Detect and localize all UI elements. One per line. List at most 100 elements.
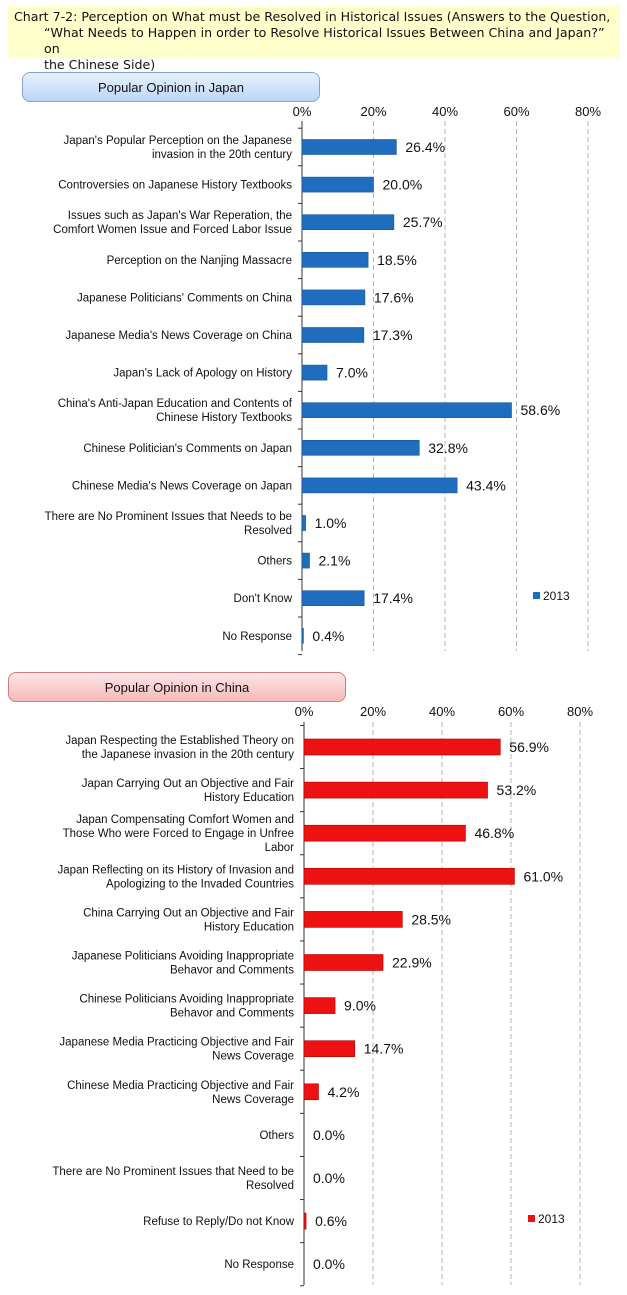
category-label: Japanese Politicians Avoiding Inappropri… [72, 951, 294, 963]
category-label: Don't Know [234, 593, 293, 605]
x-tick-label: 60% [503, 104, 529, 119]
japan-opinion-chart: 0% 20% 40% 60% 80% 26.4% Japan's Popular Perce… [45, 104, 601, 656]
value-label: 17.6% [374, 289, 414, 305]
value-label: 4.2% [327, 1084, 359, 1100]
bar [303, 954, 384, 971]
bar [303, 1040, 356, 1058]
category-label: Japan's Lack of Apology on History [113, 368, 292, 380]
bar [303, 997, 336, 1014]
value-label: 32.8% [428, 440, 468, 456]
legend-swatch [528, 1215, 535, 1222]
category-label: Controversies on Japanese History Textbo… [58, 180, 292, 192]
category-label: Chinese History Textbooks [156, 412, 292, 424]
category-label: Resolved [246, 1180, 294, 1192]
value-label: 14.7% [364, 1041, 404, 1057]
category-label: Chinese Media Practicing Objective and F… [67, 1080, 294, 1092]
bar [301, 327, 365, 343]
category-label: Japan Carrying Out an Objective and Fair [82, 778, 294, 790]
bar [301, 139, 397, 155]
x-tick-label: 20% [360, 104, 386, 119]
bar [301, 552, 310, 569]
x-tick-label: 80% [575, 104, 601, 119]
bar [303, 738, 501, 756]
bar [301, 515, 306, 531]
china-opinion-chart: 0% 20% 40% 60% 80% 56.9% Japan Respecting the … [52, 704, 593, 1287]
category-label: Behavor and Comments [170, 1008, 294, 1020]
category-label: Those Who were Forced to Engage in Unfre… [63, 828, 294, 840]
category-label: Japan's Popular Perception on the Japane… [63, 135, 292, 147]
category-label: Comfort Women Issue and Forced Labor Iss… [53, 224, 292, 236]
bar [301, 402, 512, 419]
value-label: 7.0% [336, 365, 368, 381]
panel-label-china: Popular Opinion in China [8, 672, 346, 702]
x-tick-label: 40% [429, 704, 455, 719]
value-label: 25.7% [403, 214, 443, 230]
category-label: Resolved [244, 525, 292, 537]
value-label: 53.2% [497, 782, 537, 798]
category-label: News Coverage [212, 1051, 294, 1063]
value-label: 2.1% [319, 553, 351, 569]
chart-title-line-1: Chart 7-2: Perception on What must be Re… [14, 9, 611, 24]
bar [301, 627, 304, 644]
value-label: 28.5% [411, 911, 451, 927]
chart-title-box: Chart 7-2: Perception on What must be Re… [8, 6, 620, 72]
value-label: 0.0% [313, 1170, 345, 1186]
bar [301, 252, 369, 268]
x-tick-label: 40% [432, 104, 458, 119]
bar [301, 289, 366, 306]
x-tick-label: 0% [295, 704, 314, 719]
bar [303, 824, 466, 842]
category-label: China's Anti-Japan Education and Content… [58, 398, 293, 410]
bar [301, 590, 365, 607]
x-tick-label: 0% [293, 104, 312, 119]
value-label: 43.4% [466, 477, 506, 493]
bar [301, 176, 374, 193]
legend-label: 2013 [538, 1212, 565, 1226]
bar [301, 364, 328, 381]
value-label: 22.9% [392, 955, 432, 971]
value-label: 18.5% [377, 252, 417, 268]
chart-title-line-3: the Chinese Side) [44, 57, 156, 72]
category-label: Japanese Media's News Coverage on China [65, 330, 292, 342]
chart-title-line-2: “What Needs to Happen in order to Resolv… [44, 25, 605, 56]
x-tick-label: 80% [567, 704, 593, 719]
bar [301, 439, 420, 456]
legend-label: 2013 [543, 589, 570, 603]
value-label: 1.0% [315, 515, 347, 531]
category-label: Chinese Politicians Avoiding Inappropria… [79, 994, 294, 1006]
value-label: 9.0% [344, 998, 376, 1014]
category-label: invasion in the 20th century [152, 149, 292, 161]
bar [301, 214, 395, 230]
category-label: There are No Prominent Issues that Needs… [45, 511, 292, 523]
bar [301, 477, 458, 494]
category-label: Others [259, 1130, 294, 1142]
bar [303, 781, 488, 799]
category-label: Chinese Politician's Comments on Japan [83, 443, 292, 455]
legend-swatch [533, 592, 540, 599]
category-label: Japanese Politicians' Comments on China [77, 292, 293, 304]
panel-label-japan: Popular Opinion in Japan [22, 72, 320, 102]
value-label: 20.0% [383, 177, 423, 193]
x-tick-label: 20% [360, 704, 386, 719]
category-label: Issues such as Japan's War Reperation, t… [68, 210, 292, 222]
bar [303, 1212, 307, 1230]
value-label: 61.0% [523, 868, 563, 884]
value-label: 17.3% [373, 327, 413, 343]
value-label: 0.0% [313, 1256, 345, 1272]
category-label: Japan Respecting the Established Theory … [65, 735, 294, 747]
value-label: 58.6% [520, 402, 560, 418]
category-label: News Coverage [212, 1094, 294, 1106]
category-label: There are No Prominent Issues that Need … [52, 1166, 294, 1178]
x-tick-label: 60% [498, 704, 524, 719]
category-label: Japan Reflecting on its History of Invas… [57, 864, 294, 876]
value-label: 56.9% [509, 739, 549, 755]
category-label: Behavor and Comments [170, 965, 294, 977]
category-label: China Carrying Out an Objective and Fair [83, 907, 294, 919]
bar [303, 1083, 319, 1101]
category-label: Refuse to Reply/Do not Know [143, 1216, 295, 1228]
category-label: History Education [204, 792, 294, 804]
value-label: 17.4% [373, 590, 413, 606]
value-label: 0.0% [313, 1127, 345, 1143]
category-label: Others [257, 556, 292, 568]
category-label: Apologizing to the Invaded Countries [106, 878, 294, 890]
